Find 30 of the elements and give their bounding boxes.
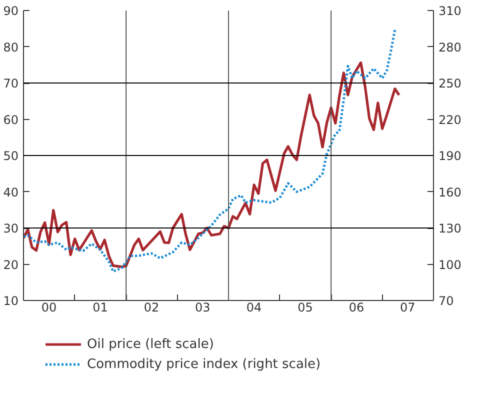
y2-tick-label: 250 xyxy=(438,76,462,90)
y-tick-label: 60 xyxy=(3,112,19,127)
y2-tick-label: 220 xyxy=(438,112,462,127)
y2-tick-label: 280 xyxy=(438,40,462,54)
x-tick-label: 05 xyxy=(298,300,313,314)
legend-label: Commodity price index (right scale) xyxy=(87,356,321,372)
x-tick-label: 00 xyxy=(41,300,57,314)
line-series xyxy=(24,61,400,268)
y-tick-label: 30 xyxy=(3,222,19,236)
x-tick-label: 04 xyxy=(246,300,262,314)
x-tick-label: 07 xyxy=(400,300,416,314)
x-tick-label: 03 xyxy=(195,300,210,314)
x-tick-label: 01 xyxy=(92,300,108,314)
line-series xyxy=(24,28,396,273)
y2-tick-label: 190 xyxy=(438,149,462,163)
y-tick-label: 80 xyxy=(3,40,19,54)
y-tick-label: 20 xyxy=(3,258,19,272)
y2-tick-label: 70 xyxy=(438,294,454,308)
y-tick-label: 50 xyxy=(3,149,19,163)
y-tick-label: 40 xyxy=(3,185,19,200)
x-tick-label: 02 xyxy=(144,300,160,314)
y-tick-label: 90 xyxy=(3,4,19,18)
y2-tick-label: 310 xyxy=(438,4,462,18)
y2-tick-label: 160 xyxy=(438,185,462,200)
y-tick-label: 70 xyxy=(3,76,19,90)
y-tick-label: 10 xyxy=(3,294,19,308)
y2-tick-label: 130 xyxy=(438,222,462,236)
y2-tick-label: 100 xyxy=(438,258,462,272)
x-tick-label: 06 xyxy=(348,300,364,314)
legend-label: Oil price (left scale) xyxy=(87,336,214,352)
